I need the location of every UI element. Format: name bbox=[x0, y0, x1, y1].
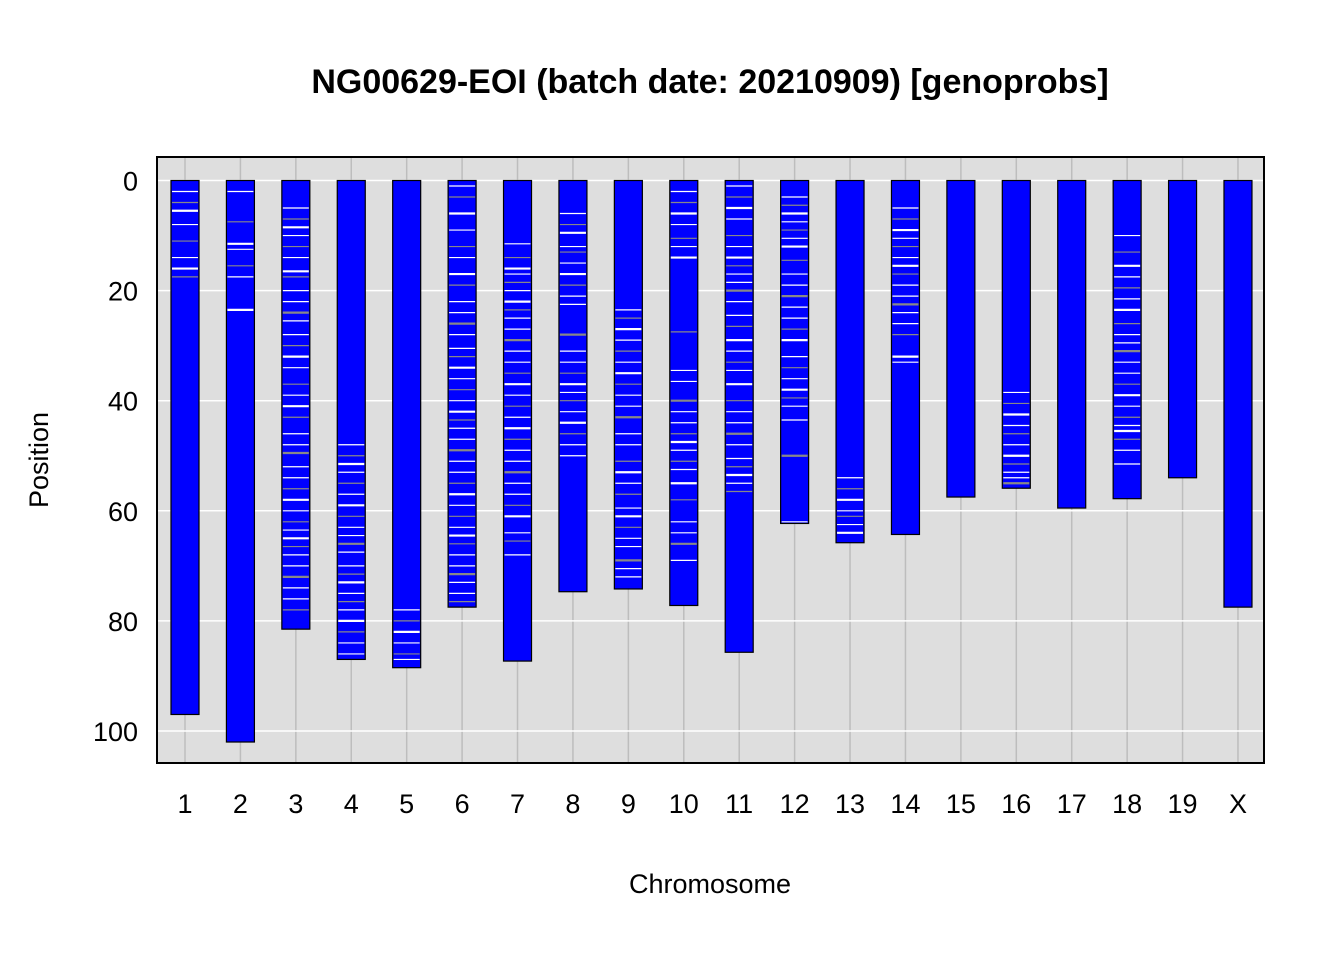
x-tick-label: 10 bbox=[669, 789, 699, 819]
chromosome-18 bbox=[1112, 179, 1142, 500]
chromosome-5 bbox=[392, 179, 422, 669]
x-tick-label: 11 bbox=[725, 789, 753, 819]
chromosome-bar bbox=[780, 179, 810, 525]
chromosome-bar bbox=[502, 179, 533, 662]
chromosome-6 bbox=[447, 179, 477, 608]
y-tick-label: 60 bbox=[108, 497, 138, 527]
x-tick-label: 2 bbox=[233, 789, 248, 819]
chromosome-X bbox=[1223, 179, 1253, 608]
chromosome-bar bbox=[1167, 179, 1198, 479]
chromosome-4 bbox=[336, 179, 366, 661]
chromosome-bar bbox=[946, 179, 976, 498]
chromosome-12 bbox=[780, 179, 810, 525]
x-tick-label: 5 bbox=[399, 789, 414, 819]
y-axis-ticks: 0 20 40 60 80 100 bbox=[93, 167, 138, 748]
chromosome-bar bbox=[558, 179, 588, 593]
chromosome-10 bbox=[669, 179, 699, 607]
x-tick-label: 19 bbox=[1168, 789, 1198, 819]
chromosome-bar bbox=[724, 179, 754, 653]
y-tick-label: 0 bbox=[123, 167, 138, 197]
x-tick-label: 3 bbox=[288, 789, 303, 819]
chromosome-bar bbox=[1112, 179, 1142, 500]
chromosome-bar bbox=[1057, 179, 1087, 509]
x-tick-label: 8 bbox=[565, 789, 580, 819]
chromosome-11 bbox=[724, 179, 754, 653]
x-tick-label: 17 bbox=[1057, 789, 1087, 819]
chromosome-bar bbox=[392, 179, 422, 669]
y-axis-label: Position bbox=[24, 412, 54, 508]
chromosome-13 bbox=[835, 179, 865, 544]
x-tick-label: X bbox=[1229, 789, 1247, 819]
chromosome-1 bbox=[170, 179, 200, 716]
chromosome-bar bbox=[1001, 179, 1031, 489]
chromosome-bar bbox=[281, 179, 311, 630]
x-axis-ticks: 1 2 3 4 5 6 7 8 9 10 11 12 13 14 15 16 17 18 19 X bbox=[177, 789, 1247, 819]
chromosome-9 bbox=[613, 179, 643, 590]
chromosome-8 bbox=[558, 179, 588, 593]
chromosome-bar bbox=[336, 179, 366, 661]
chromosome-bar bbox=[835, 179, 865, 544]
y-tick-label: 40 bbox=[108, 387, 138, 417]
x-axis-label: Chromosome bbox=[629, 869, 791, 899]
chromosome-16 bbox=[1001, 179, 1031, 489]
chromosome-14 bbox=[890, 179, 921, 536]
chromosome-2 bbox=[225, 179, 256, 743]
chromosome-7 bbox=[502, 179, 533, 662]
y-tick-label: 80 bbox=[108, 607, 138, 637]
x-tick-label: 14 bbox=[890, 789, 920, 819]
chart-title: NG00629-EOI (batch date: 20210909) [geno… bbox=[311, 63, 1108, 101]
x-tick-label: 12 bbox=[780, 789, 810, 819]
x-tick-label: 1 bbox=[177, 789, 192, 819]
chromosome-bar bbox=[669, 179, 699, 607]
x-tick-label: 7 bbox=[510, 789, 525, 819]
chromosome-15 bbox=[946, 179, 976, 498]
y-tick-label: 100 bbox=[93, 717, 138, 747]
x-tick-label: 16 bbox=[1001, 789, 1031, 819]
chromosome-bars bbox=[170, 179, 1253, 743]
x-tick-label: 6 bbox=[455, 789, 470, 819]
x-tick-label: 18 bbox=[1112, 789, 1142, 819]
chromosome-bar bbox=[1223, 179, 1253, 608]
chromosome-17 bbox=[1057, 179, 1087, 509]
chromosome-bar bbox=[225, 179, 256, 743]
plot-panel bbox=[157, 157, 1264, 763]
chromosome-3 bbox=[281, 179, 311, 630]
chromosome-bar bbox=[170, 179, 200, 716]
x-tick-label: 4 bbox=[344, 789, 359, 819]
x-tick-label: 13 bbox=[835, 789, 865, 819]
chromosome-bar bbox=[447, 179, 477, 608]
y-tick-label: 20 bbox=[108, 277, 138, 307]
x-tick-label: 9 bbox=[621, 789, 636, 819]
x-tick-label: 15 bbox=[946, 789, 976, 819]
chromosome-19 bbox=[1167, 179, 1198, 479]
plot-border bbox=[156, 156, 1265, 764]
